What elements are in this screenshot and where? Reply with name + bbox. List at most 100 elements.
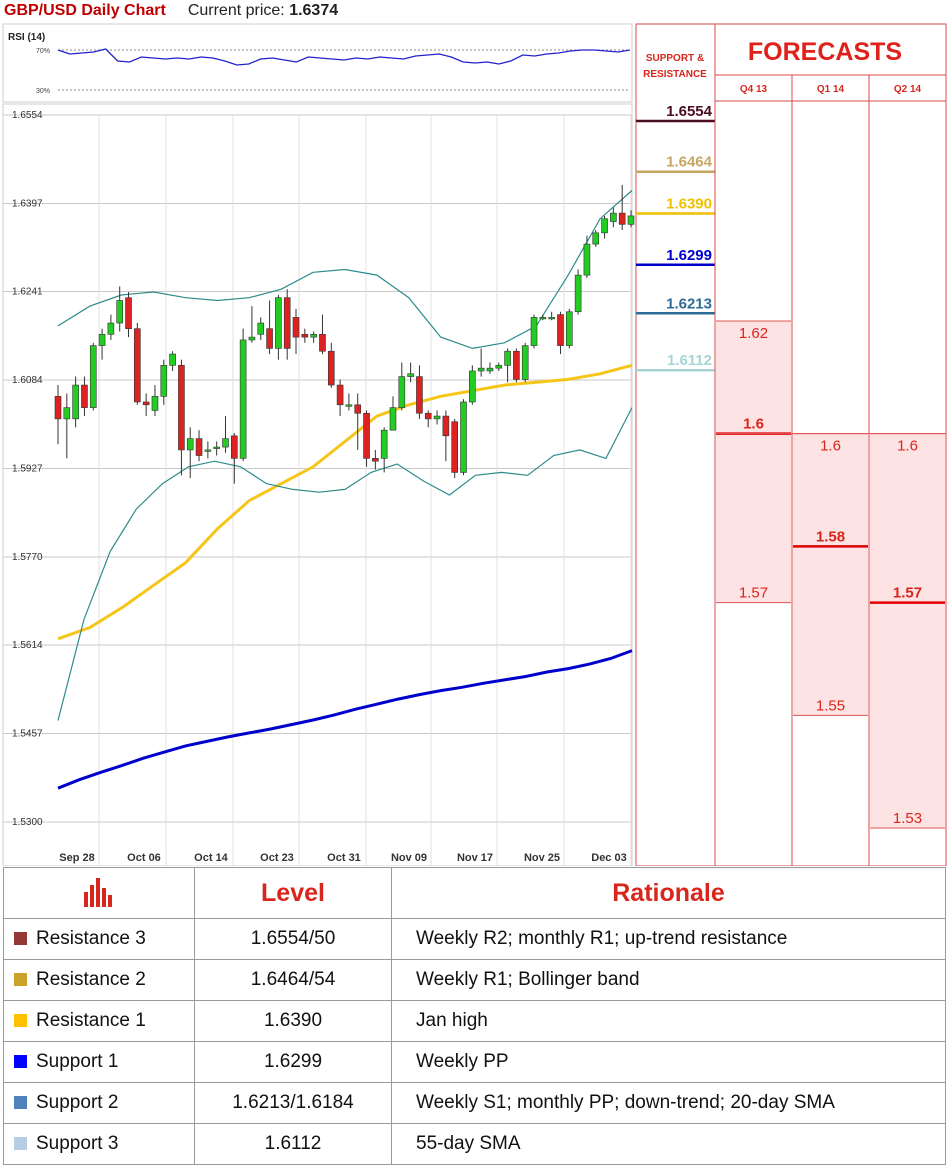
candle-body xyxy=(627,215,635,225)
candle-body xyxy=(442,415,450,437)
current-price-value: 1.6374 xyxy=(289,2,339,19)
candle-body xyxy=(363,412,370,459)
indicator-line xyxy=(57,363,633,641)
candle-body xyxy=(178,365,185,451)
forecast-range-box xyxy=(870,433,945,828)
sr-frame xyxy=(635,23,716,866)
level-name: Resistance 2 xyxy=(36,969,146,990)
candle-body xyxy=(574,274,582,313)
forecast-low-label: 1.57 xyxy=(739,585,768,602)
candle-body xyxy=(416,376,423,414)
sr-level-label: 1.6390 xyxy=(666,195,712,212)
forecast-high-label: 1.62 xyxy=(739,325,768,342)
x-tick-label: Oct 31 xyxy=(327,852,361,864)
candle-body xyxy=(601,218,608,234)
level-value: 1.6299 xyxy=(194,1041,392,1083)
level-color-swatch xyxy=(14,1055,27,1068)
candle-body xyxy=(283,297,291,349)
candle-body xyxy=(504,350,511,366)
sr-level-label: 1.6464 xyxy=(666,154,713,171)
levels-table-header: Level Rationale xyxy=(3,867,946,919)
price-indicator-lines xyxy=(57,190,633,790)
candle-body xyxy=(134,328,141,403)
candle-body xyxy=(63,407,71,420)
forecast-low-label: 1.53 xyxy=(893,810,922,827)
candle-body xyxy=(583,243,591,276)
sr-label-line2: RESISTANCE xyxy=(643,69,707,80)
x-tick-label: Oct 23 xyxy=(260,852,294,864)
candle-body xyxy=(407,373,414,377)
candle-body xyxy=(398,376,406,408)
level-color-swatch xyxy=(14,1014,27,1027)
candle-body xyxy=(477,367,485,372)
candle-body xyxy=(610,212,617,222)
candle-body xyxy=(486,367,494,372)
forecast-range-box xyxy=(793,433,868,716)
candle-body xyxy=(125,297,132,329)
candle-body xyxy=(89,345,97,408)
rsi-frame xyxy=(2,23,633,103)
candle-body xyxy=(195,438,203,456)
candle-body xyxy=(169,353,176,366)
candle-body xyxy=(239,339,247,459)
y-tick-label: 1.5614 xyxy=(12,640,43,651)
y-tick-label: 1.5927 xyxy=(12,464,43,475)
level-name-cell: Resistance 1 xyxy=(3,1000,195,1042)
forecasts-panel: FORECASTS Q4 13 Q1 14 Q2 14 1.62 1.6 1.57 1.6 1.… xyxy=(714,23,947,866)
table-header-level: Level xyxy=(194,867,392,919)
level-name-cell: Support 2 xyxy=(3,1082,195,1124)
forecasts-title: FORECASTS xyxy=(748,38,902,66)
rsi-label: RSI (14) xyxy=(8,32,45,43)
level-value: 1.6112 xyxy=(194,1123,392,1165)
candle-body xyxy=(222,438,229,448)
table-row: Support 3 1.6112 55-day SMA xyxy=(3,1123,946,1165)
forecast-mid-label: 1.58 xyxy=(816,528,845,545)
table-row: Resistance 3 1.6554/50 Weekly R2; monthl… xyxy=(3,918,946,960)
level-name-cell: Resistance 3 xyxy=(3,918,195,960)
y-tick-label: 1.5770 xyxy=(12,552,43,563)
candle-body xyxy=(186,438,194,451)
candle-body xyxy=(521,345,529,380)
candle-body xyxy=(275,297,282,349)
candle-body xyxy=(548,317,555,320)
level-color-swatch xyxy=(14,1096,27,1109)
forecast-quarter-label: Q2 14 xyxy=(894,84,922,95)
price-frame xyxy=(2,103,633,866)
support-resistance-panel: SUPPORT & RESISTANCE 1.6554 1.6464 1.6390 1.6… xyxy=(635,23,716,866)
level-rationale: Weekly PP xyxy=(391,1041,946,1083)
candle-body xyxy=(345,404,353,407)
candle-body xyxy=(213,446,220,449)
candle-body xyxy=(389,407,397,431)
sr-label-line1: SUPPORT & xyxy=(646,53,704,64)
level-color-swatch xyxy=(14,1137,27,1150)
level-name: Support 1 xyxy=(36,1051,119,1072)
level-name: Resistance 3 xyxy=(36,928,146,949)
level-color-swatch xyxy=(14,973,27,986)
table-row: Resistance 2 1.6464/54 Weekly R1; Bollin… xyxy=(3,959,946,1001)
candle-body xyxy=(424,412,432,420)
x-tick-label: Nov 09 xyxy=(391,852,427,864)
candle-body xyxy=(354,404,362,414)
y-tick-label: 1.5457 xyxy=(12,728,43,739)
y-tick-label: 1.5300 xyxy=(12,817,43,828)
candle-body xyxy=(618,212,626,225)
y-tick-label: 1.6084 xyxy=(12,375,43,386)
rsi-upper-tick: 70% xyxy=(36,48,50,55)
table-row: Support 1 1.6299 Weekly PP xyxy=(3,1041,946,1083)
candle-body xyxy=(327,350,335,386)
candle-body xyxy=(469,370,476,403)
candle-body xyxy=(539,317,547,320)
level-name-cell: Support 3 xyxy=(3,1123,195,1165)
level-rationale: Weekly R2; monthly R1; up-trend resistan… xyxy=(391,918,946,960)
price-grid: 1.6554 1.6397 1.6241 1.6084 1.5927 1.5770 1.56… xyxy=(2,103,633,866)
candle-body xyxy=(72,384,79,420)
candle-body xyxy=(336,384,344,406)
indicator-line xyxy=(57,407,633,721)
table-header-icon-cell xyxy=(3,867,195,919)
candle-body xyxy=(592,232,600,245)
candle-body xyxy=(231,435,238,459)
candle-body xyxy=(565,311,573,346)
x-tick-label: Oct 14 xyxy=(194,852,229,864)
candle-body xyxy=(204,449,212,452)
level-rationale: Jan high xyxy=(391,1000,946,1042)
